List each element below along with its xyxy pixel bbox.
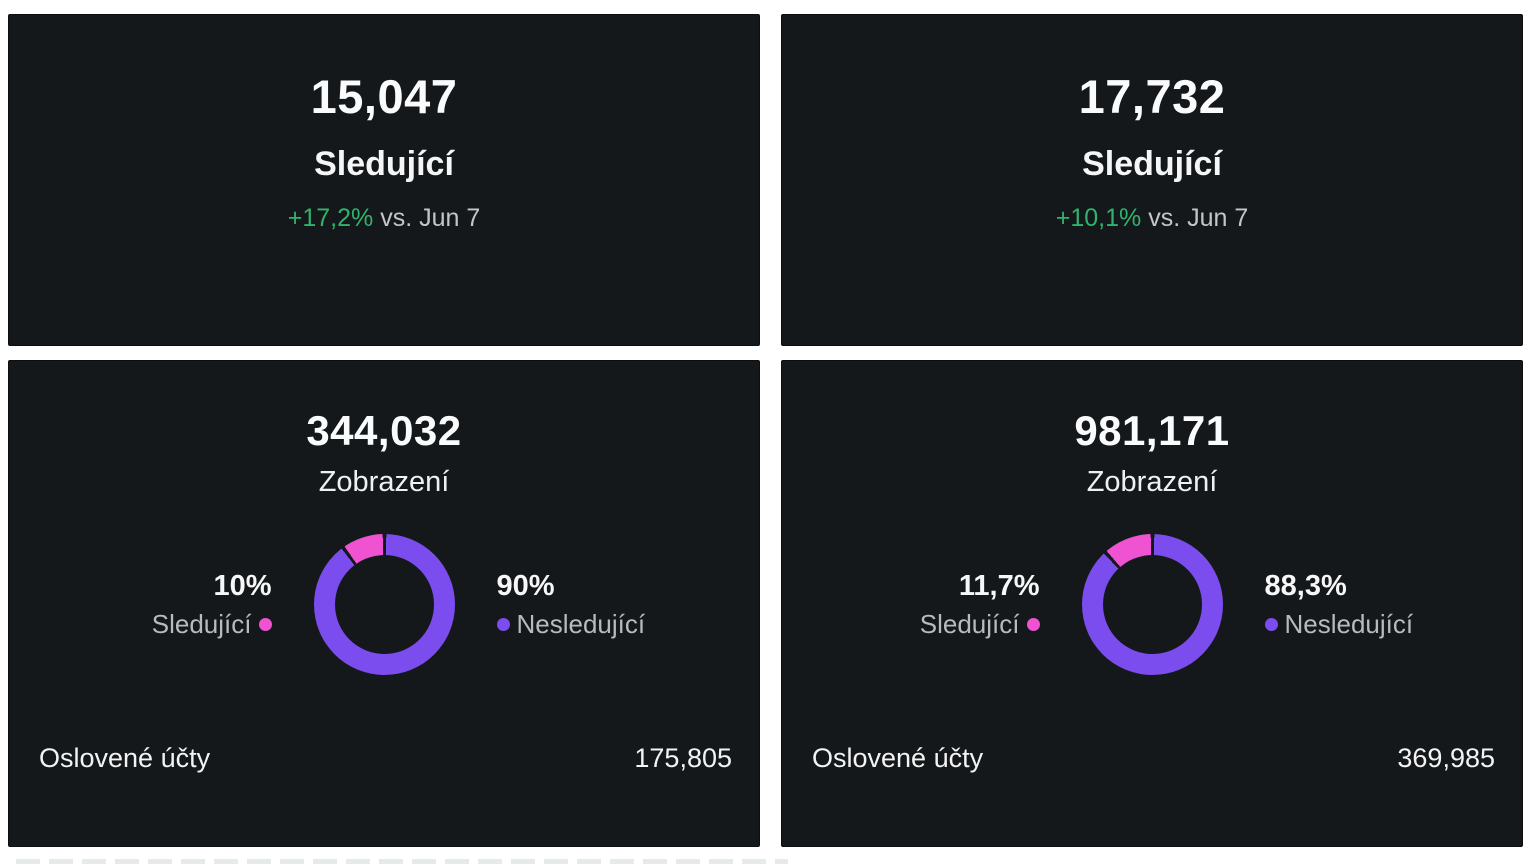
legend-label: Sledující: [919, 609, 1020, 639]
views-card-left[interactable]: 344,032 Zobrazení 10% Sledující 90% Nesl…: [8, 360, 760, 847]
views-count: 981,171: [1074, 407, 1230, 454]
followers-card-right[interactable]: 17,732 Sledující +10,1% vs. Jun 7: [781, 14, 1523, 346]
legend-nonfollowers: 90% Nesledující: [496, 570, 722, 639]
legend-percent: 90%: [496, 570, 555, 602]
legend-label-row: Nesledující: [1264, 609, 1414, 639]
delta-context: vs. Jun 7: [1148, 204, 1249, 232]
followers-dot-icon: [258, 617, 272, 631]
followers-label: Sledující: [314, 145, 454, 183]
views-label: Zobrazení: [1086, 466, 1218, 498]
nonfollowers-dot-icon: [496, 617, 510, 631]
legend-label: Nesledující: [1284, 609, 1414, 639]
reached-accounts-label: Oslovené účty: [812, 743, 984, 773]
delta-percent: +10,1%: [1055, 204, 1142, 232]
delta-context: vs. Jun 7: [380, 204, 481, 232]
followers-delta-line: +17,2% vs. Jun 7: [288, 206, 481, 231]
legend-label-row: Sledující: [152, 611, 272, 637]
insights-grid: 15,047 Sledující +17,2% vs. Jun 7 17,732…: [8, 14, 1523, 847]
card-footer: Oslovené účty 369,985: [812, 743, 1495, 774]
legend-followers: 10% Sledující: [47, 572, 272, 637]
followers-card-left[interactable]: 15,047 Sledující +17,2% vs. Jun 7: [8, 14, 760, 346]
legend-label: Nesledující: [516, 609, 646, 639]
views-count: 344,032: [306, 407, 462, 454]
followers-count: 17,732: [1078, 70, 1226, 123]
legend-nonfollowers: 88,3% Nesledující: [1264, 570, 1490, 639]
views-label: Zobrazení: [318, 466, 450, 498]
legend-label: Sledující: [151, 609, 252, 639]
legend-percent: 88,3%: [1264, 570, 1347, 602]
legend-label-row: Nesledující: [496, 609, 646, 639]
reached-accounts-value: 175,805: [634, 743, 732, 773]
donut-chart: [313, 534, 455, 675]
reached-accounts-label: Oslovené účty: [39, 743, 211, 773]
donut-row: 11,7% Sledující 88,3% Nesledující: [782, 534, 1522, 675]
donut-chart: [1081, 534, 1223, 675]
legend-label-row: Sledující: [920, 611, 1040, 637]
delta-percent: +17,2%: [287, 204, 374, 232]
reached-accounts-value: 369,985: [1397, 743, 1495, 773]
views-card-right[interactable]: 981,171 Zobrazení 11,7% Sledující 88,3% …: [781, 360, 1523, 847]
followers-dot-icon: [1026, 617, 1040, 631]
legend-followers: 11,7% Sledující: [815, 572, 1040, 637]
legend-percent: 11,7%: [958, 570, 1040, 602]
followers-label: Sledující: [1082, 145, 1222, 183]
donut-row: 10% Sledující 90% Nesledující: [9, 534, 759, 675]
legend-percent: 10%: [213, 570, 272, 602]
followers-count: 15,047: [310, 70, 458, 123]
card-footer: Oslovené účty 175,805: [39, 743, 732, 774]
nonfollowers-dot-icon: [1264, 617, 1278, 631]
next-row-edge-decoration: [16, 859, 788, 864]
followers-delta-line: +10,1% vs. Jun 7: [1056, 206, 1249, 231]
